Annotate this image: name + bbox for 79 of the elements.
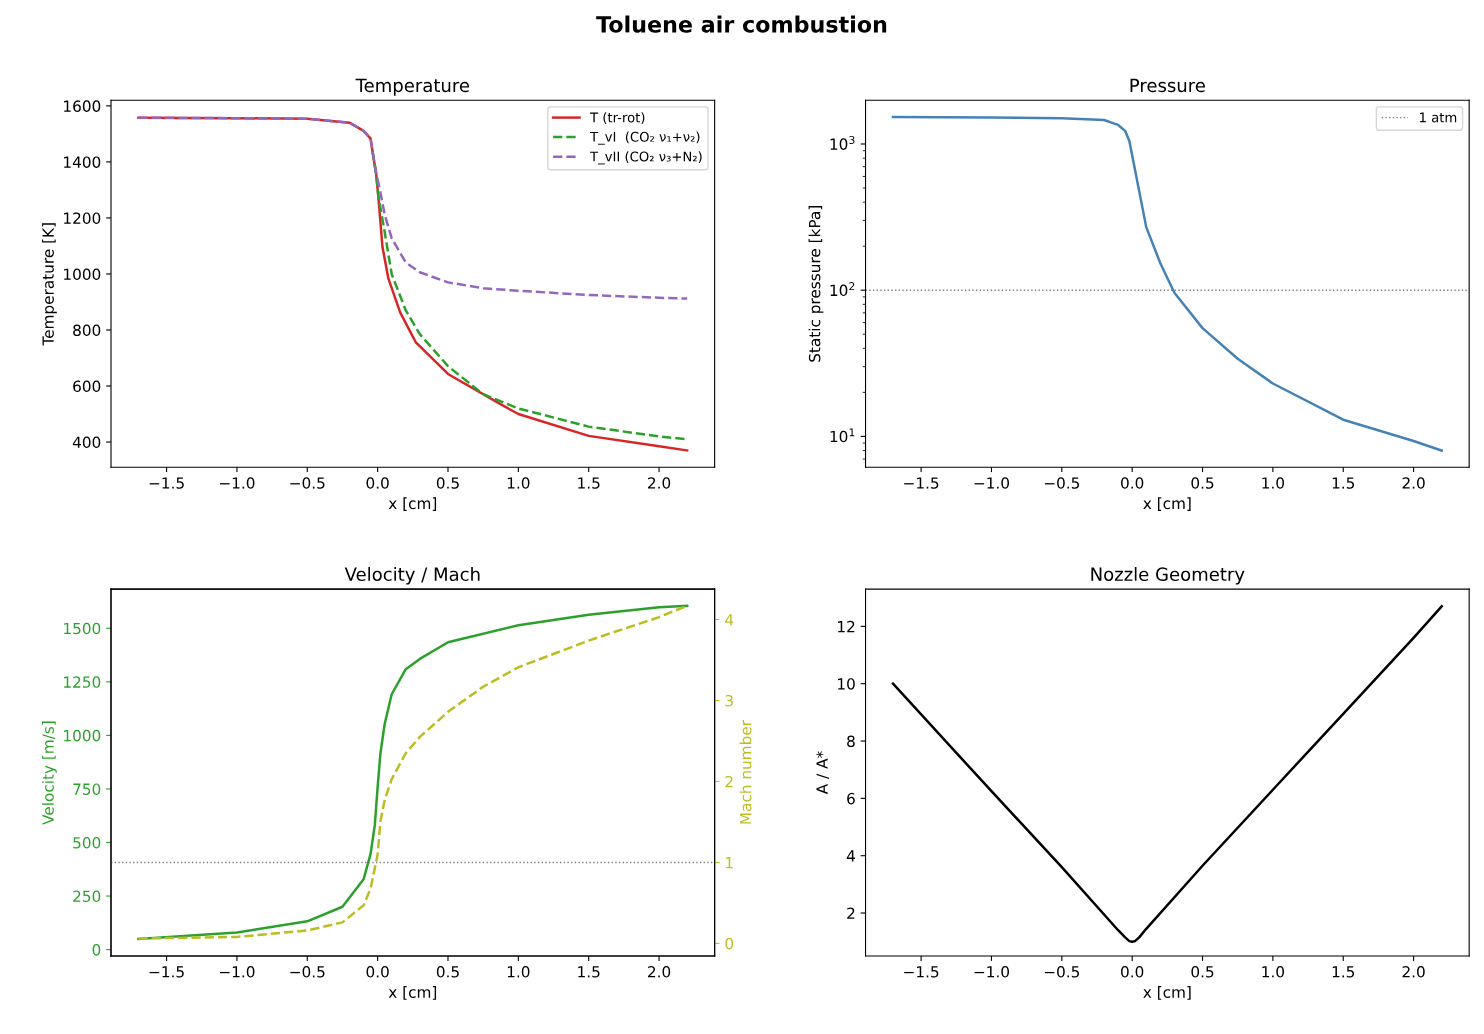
x-tick-label: 2.0 bbox=[648, 477, 671, 489]
x-tick-label: 1.0 bbox=[1262, 477, 1285, 489]
y-tick-label: 1600 bbox=[64, 100, 101, 112]
x-tick-label: −0.5 bbox=[290, 966, 325, 978]
y-tick-label: 750 bbox=[73, 783, 101, 795]
x-tick-label: −1.5 bbox=[149, 966, 184, 978]
y-axis-title: Velocity [m/s] bbox=[42, 721, 57, 825]
y-axis-title: Temperature [K] bbox=[42, 223, 57, 346]
y-tick-label: 1000 bbox=[64, 729, 101, 742]
x-tick-label: −1.0 bbox=[220, 966, 255, 978]
y-tick-label: 800 bbox=[73, 324, 101, 337]
y-tick-label: 12 bbox=[838, 620, 855, 633]
y2-tick-label: 2 bbox=[725, 775, 733, 788]
x-tick-label: −1.0 bbox=[220, 477, 255, 489]
y-tick-label: 1250 bbox=[64, 676, 101, 688]
y-tick-label: 400 bbox=[72, 436, 101, 449]
x-tick-label: 0.0 bbox=[366, 966, 389, 978]
x-tick-label: 2.0 bbox=[1402, 477, 1425, 489]
x-tick-label: −1.0 bbox=[974, 966, 1009, 978]
chart-title: Velocity / Mach bbox=[344, 567, 480, 585]
x-tick-label: −0.5 bbox=[1044, 966, 1080, 978]
y-tick-label: 10$^{1}$ bbox=[830, 428, 855, 443]
y-tick-label: 1500 bbox=[64, 622, 101, 635]
x-tick-label: 1.0 bbox=[507, 966, 530, 978]
x-tick-label: 1.5 bbox=[1332, 966, 1355, 978]
chart-title: Pressure bbox=[1130, 78, 1205, 93]
y2-tick-label: 0 bbox=[725, 937, 734, 950]
y2-axis-title: Mach number bbox=[739, 720, 752, 824]
x-tick-label: −0.5 bbox=[290, 477, 325, 489]
x-tick-label: 1.0 bbox=[1262, 966, 1285, 978]
x-axis-title: x [cm] bbox=[1143, 497, 1191, 511]
x-tick-label: 0.0 bbox=[366, 477, 389, 489]
x-tick-label: 0.0 bbox=[1121, 477, 1144, 489]
x-tick-label: 1.5 bbox=[578, 477, 600, 489]
y-tick-label: 10$^{2}$ bbox=[830, 282, 855, 297]
legend-label: T_vII (CO₂ ν₃+N₂) bbox=[590, 151, 702, 165]
x-tick-label: 2.0 bbox=[1402, 966, 1425, 978]
x-tick-label: 2.0 bbox=[648, 966, 671, 978]
x-tick-label: 1.5 bbox=[578, 966, 600, 978]
y-tick-label: 10$^{3}$ bbox=[830, 135, 855, 150]
y2-tick-label: 1 bbox=[726, 857, 733, 869]
x-axis-title: x [cm] bbox=[388, 986, 437, 1000]
text: Toluene air combustion bbox=[596, 15, 887, 33]
x-tick-label: 0.5 bbox=[1191, 477, 1214, 489]
x-tick-label: −1.5 bbox=[904, 477, 939, 489]
x-tick-label: 0.5 bbox=[1191, 966, 1214, 978]
line-series bbox=[891, 605, 1443, 943]
y-tick-label: 6 bbox=[847, 792, 855, 805]
y-tick-label: 600 bbox=[73, 380, 101, 393]
y-tick-label: 1200 bbox=[64, 212, 101, 224]
x-tick-label: −0.5 bbox=[1044, 477, 1080, 489]
x-tick-label: 1.0 bbox=[507, 477, 530, 489]
y-tick-label: 250 bbox=[73, 890, 101, 903]
y2-tick-label: 4 bbox=[725, 614, 734, 626]
y-tick-label: 500 bbox=[73, 836, 101, 849]
legend-label: 1 atm bbox=[1420, 112, 1457, 123]
x-tick-label: 1.5 bbox=[1332, 477, 1355, 489]
x-tick-label: 0.0 bbox=[1121, 966, 1144, 978]
chart-title: Nozzle Geometry bbox=[1091, 567, 1245, 585]
y-tick-label: 1400 bbox=[64, 156, 101, 168]
y-tick-label: 10 bbox=[838, 678, 855, 690]
legend-label: T (tr-rot) bbox=[590, 112, 645, 124]
y-axis-title: Static pressure [kPa] bbox=[808, 206, 824, 362]
x-tick-label: −1.0 bbox=[974, 477, 1009, 489]
x-tick-label: −1.5 bbox=[149, 477, 184, 489]
y-tick-label: 4 bbox=[846, 850, 855, 862]
x-tick-label: −1.5 bbox=[904, 966, 939, 978]
y-tick-label: 8 bbox=[847, 735, 855, 748]
x-tick-label: 0.5 bbox=[436, 477, 459, 489]
chart-title: Temperature bbox=[355, 78, 470, 96]
x-axis-title: x [cm] bbox=[388, 497, 437, 511]
x-tick-label: 0.5 bbox=[436, 966, 459, 978]
y-axis-title: A / A* bbox=[816, 751, 830, 795]
x-axis-title: x [cm] bbox=[1143, 986, 1191, 1000]
y-tick-label: 2 bbox=[847, 907, 855, 919]
y2-tick-label: 3 bbox=[725, 694, 733, 707]
y-tick-label: 0 bbox=[92, 944, 101, 956]
y-tick-label: 1000 bbox=[64, 268, 101, 280]
legend-label: T_vI (CO₂ ν₁+ν₂) bbox=[590, 131, 700, 145]
